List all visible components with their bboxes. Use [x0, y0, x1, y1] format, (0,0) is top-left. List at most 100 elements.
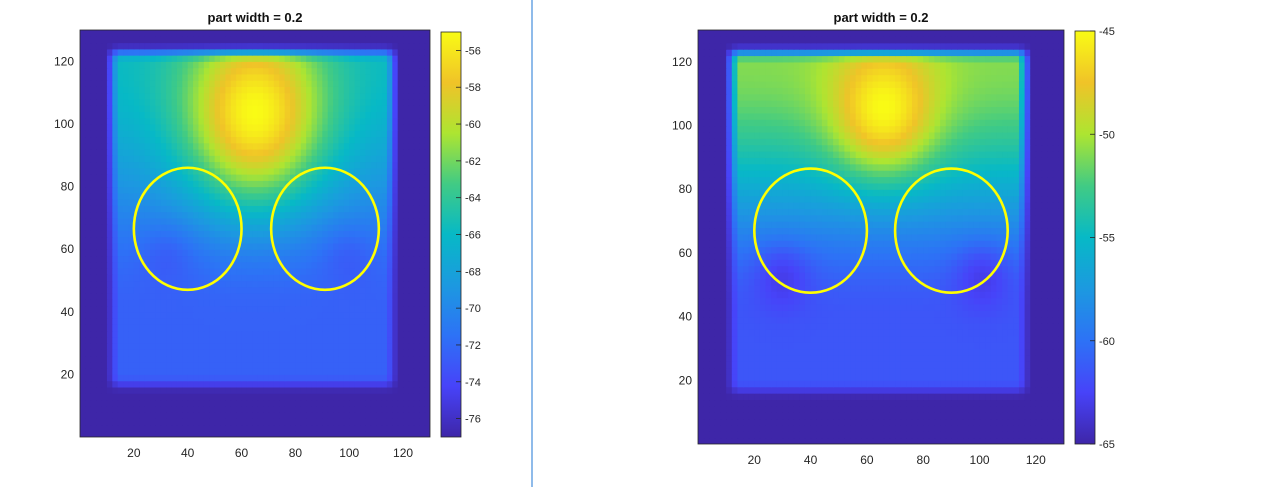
heatmap-cell: [128, 330, 135, 338]
heatmap-cell: [917, 373, 924, 381]
heatmap-cell: [316, 42, 323, 50]
heatmap-cell: [150, 161, 156, 169]
heatmap-cell: [945, 412, 952, 420]
heatmap-cell: [273, 92, 280, 100]
heatmap-cell: [144, 280, 151, 288]
heatmap-cell: [354, 399, 361, 407]
heatmap-cell: [160, 361, 167, 369]
heatmap-cell: [895, 412, 902, 420]
heatmap-cell: [279, 343, 286, 350]
heatmap-cell: [171, 123, 178, 131]
heatmap-cell: [333, 399, 340, 407]
heatmap-cell: [241, 130, 248, 138]
heatmap-cell: [128, 92, 135, 100]
heatmap-cell: [333, 186, 340, 194]
heatmap-cell: [160, 411, 167, 419]
heatmap-cell: [804, 412, 812, 420]
heatmap-cell: [263, 261, 270, 269]
heatmap-cell: [333, 205, 340, 213]
heatmap-cell: [338, 336, 345, 344]
heatmap-cell: [171, 343, 178, 350]
heatmap-cell: [381, 205, 388, 213]
heatmap-cell: [123, 86, 130, 94]
heatmap-cell: [322, 42, 329, 50]
heatmap-cell: [295, 393, 302, 401]
heatmap-cell: [413, 86, 420, 94]
heatmap-cell: [311, 86, 318, 94]
heatmap-cell: [230, 105, 237, 112]
heatmap-cell: [923, 399, 930, 407]
heatmap-cell: [397, 299, 404, 307]
heatmap-cell: [403, 380, 410, 388]
heatmap-cell: [386, 211, 393, 219]
heatmap-cell: [176, 261, 183, 269]
heatmap-cell: [263, 73, 270, 81]
heatmap-cell: [759, 405, 767, 413]
heatmap-cell: [106, 380, 113, 388]
heatmap-cell: [176, 80, 183, 87]
chart-1-colorbar-label: -66: [465, 230, 481, 242]
heatmap-cell: [193, 186, 200, 194]
heatmap-cell: [106, 230, 113, 238]
heatmap-cell: [403, 167, 410, 175]
heatmap-cell: [333, 292, 340, 300]
heatmap-cell: [376, 167, 383, 175]
heatmap-cell: [171, 267, 178, 275]
heatmap-cell: [209, 123, 216, 131]
heatmap-cell: [295, 424, 302, 432]
heatmap-cell: [139, 242, 146, 250]
heatmap-cell: [338, 236, 345, 244]
heatmap-cell: [973, 393, 981, 401]
heatmap-cell: [316, 98, 323, 106]
heatmap-cell: [403, 192, 410, 200]
heatmap-cell: [338, 318, 345, 325]
heatmap-cell: [203, 324, 210, 332]
heatmap-cell: [279, 255, 286, 263]
heatmap-cell: [123, 324, 130, 332]
heatmap-cell: [257, 430, 264, 437]
heatmap-cell: [424, 343, 430, 350]
heatmap-cell: [101, 136, 108, 144]
heatmap-cell: [139, 123, 146, 131]
heatmap-cell: [198, 211, 205, 219]
heatmap-cell: [139, 299, 146, 307]
heatmap-cell: [284, 192, 291, 200]
heatmap-cell: [284, 61, 291, 69]
heatmap-cell: [370, 236, 377, 244]
heatmap-cell: [193, 405, 200, 413]
heatmap-cell: [128, 349, 135, 357]
heatmap-cell: [300, 92, 307, 100]
heatmap-cell: [403, 430, 410, 437]
heatmap-cell: [139, 424, 146, 432]
heatmap-cell: [80, 430, 86, 437]
heatmap-cell: [386, 430, 393, 437]
heatmap-cell: [370, 180, 377, 188]
heatmap-cell: [133, 161, 140, 169]
heatmap-cell: [268, 249, 275, 257]
heatmap-cell: [96, 318, 103, 325]
heatmap-cell: [370, 380, 377, 388]
heatmap-cell: [306, 192, 313, 200]
heatmap-cell: [327, 368, 334, 375]
heatmap-cell: [112, 286, 119, 294]
heatmap-cell: [343, 167, 350, 175]
heatmap-cell: [290, 280, 296, 288]
heatmap-cell: [408, 86, 415, 94]
heatmap-cell: [171, 205, 178, 213]
heatmap-cell: [101, 142, 108, 150]
heatmap-cell: [306, 349, 313, 357]
heatmap-cell: [214, 336, 221, 344]
heatmap-cell: [290, 330, 296, 338]
heatmap-cell: [928, 393, 936, 401]
heatmap-cell: [311, 167, 318, 175]
heatmap-cell: [413, 161, 420, 169]
heatmap-cell: [306, 242, 313, 250]
heatmap-cell: [139, 55, 146, 62]
heatmap-cell: [771, 373, 778, 381]
heatmap-cell: [322, 405, 329, 413]
heatmap-cell: [225, 230, 232, 238]
heatmap-cell: [872, 373, 879, 381]
heatmap-cell: [128, 130, 135, 138]
heatmap-cell: [419, 30, 426, 37]
heatmap-cell: [166, 405, 173, 413]
